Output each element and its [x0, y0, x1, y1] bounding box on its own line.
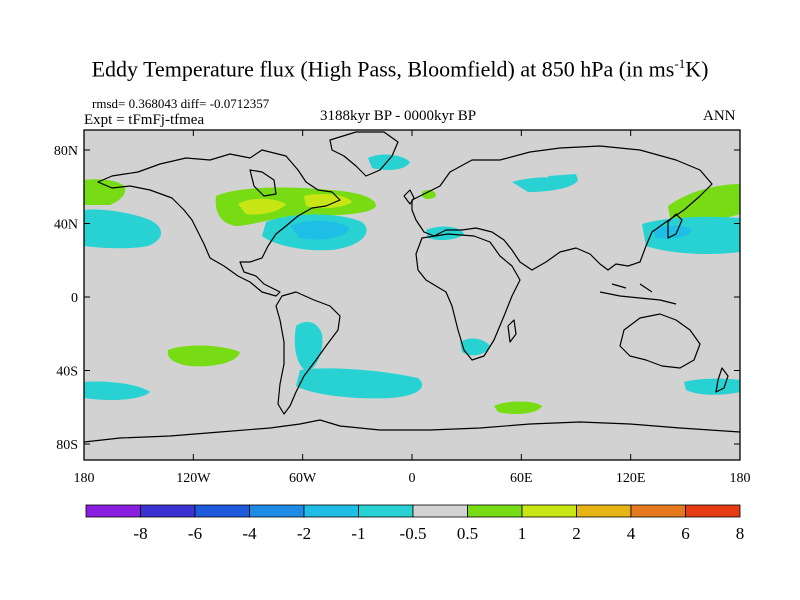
map-background: [84, 130, 740, 460]
north-america-yellow: [238, 194, 352, 215]
colorbar-box: [358, 504, 414, 518]
y-tick-label: 40N: [54, 218, 78, 233]
greenland-coast: [329, 131, 399, 177]
colorbar: -8 -6 -4 -2 -1 -0.5 0.5 1 2 4 6 8: [85, 504, 745, 543]
colorbar-label: -6: [188, 524, 202, 543]
coastlines: [84, 131, 740, 443]
southern-ocean-green: [494, 401, 542, 414]
colorbar-box: [303, 504, 359, 518]
northeast-asia-green: [668, 184, 740, 221]
colorbar-label: -1: [351, 524, 365, 543]
colorbar-label: 4: [627, 524, 636, 543]
barents-cyan: [512, 174, 578, 192]
colorbar-label: 6: [681, 524, 690, 543]
y-tick-label: 0: [71, 291, 78, 306]
colorbar-label: -4: [242, 524, 257, 543]
colorbar-label: -8: [133, 524, 147, 543]
x-tick-label: 120E: [616, 471, 646, 486]
x-tick-label: 180: [730, 471, 751, 486]
x-tick-label: 120W: [176, 471, 211, 486]
season-label: ANN: [703, 108, 736, 124]
rmsd-value: rmsd= 0.368043: [92, 96, 178, 111]
indonesia-coast: [599, 283, 677, 305]
colorbar-box: [630, 504, 686, 518]
northwest-pacific-blue: [652, 225, 692, 239]
plot-title: Eddy Temperature flux (High Pass, Bloomf…: [0, 56, 800, 82]
colorbar-box: [249, 504, 305, 518]
south-pacific-cyan: [84, 381, 150, 400]
x-tick-label: 60W: [289, 471, 317, 486]
experiment-label: Expt = tFmFj-tfmea: [84, 112, 205, 128]
colorbar-label: -0.5: [400, 524, 427, 543]
colorbar-box: [412, 504, 468, 518]
colorbar-box: [685, 504, 741, 518]
anomaly-regions: [84, 154, 740, 414]
japan-coast: [667, 213, 683, 239]
northeast-pacific-green: [84, 179, 126, 205]
hudson-bay-coast: [249, 169, 277, 197]
stats-line: rmsd= 0.368043 diff= -0.0712357: [92, 96, 269, 112]
x-tick-label: 0: [409, 471, 416, 486]
south-america-coast: [275, 291, 341, 415]
colorbar-box: [194, 504, 250, 518]
title-superscript: -1: [674, 56, 686, 71]
north-america-coast: [97, 149, 341, 297]
y-tick-label: 80N: [54, 144, 78, 159]
colorbar-box: [467, 504, 523, 518]
colorbar-box: [576, 504, 632, 518]
colorbar-label: 2: [572, 524, 581, 543]
eurasia-coast: [411, 145, 713, 271]
title-main: Eddy Temperature flux (High Pass, Bloomf…: [91, 56, 675, 82]
northwest-pacific-cyan: [642, 216, 740, 254]
colorbar-box: [140, 504, 196, 518]
north-atlantic-blue: [290, 220, 350, 240]
uk-coast: [403, 189, 415, 205]
new-zealand-coast: [715, 367, 729, 393]
axis-tick-labels: 180 120W 60W 0 60E 120E 180 80N 40N 0 40S 80S: [54, 144, 751, 486]
colorbar-label: -2: [297, 524, 311, 543]
x-tick-label: 180: [74, 471, 95, 486]
australia-coast: [619, 313, 701, 369]
colorbar-box: [85, 504, 141, 518]
scandinavia-green: [422, 189, 436, 199]
north-pacific-cyan: [84, 209, 162, 249]
south-america-cyan: [294, 321, 323, 372]
antarctica-coast: [84, 419, 740, 443]
y-tick-label: 40S: [56, 365, 78, 380]
period-label: 3188kyr BP - 0000kyr BP: [320, 108, 477, 124]
colorbar-label: 8: [736, 524, 745, 543]
south-atlantic-cyan: [296, 368, 423, 399]
africa-coast: [415, 233, 521, 361]
axis-ticks: [83, 130, 741, 460]
colorbar-box: [521, 504, 577, 518]
y-tick-label: 80S: [56, 438, 78, 453]
south-africa-cyan: [460, 338, 490, 356]
south-pacific-green: [167, 345, 240, 367]
x-tick-label: 60E: [510, 471, 533, 486]
colorbar-label: 0.5: [457, 524, 478, 543]
colorbar-label: 1: [518, 524, 527, 543]
labrador-cyan: [368, 154, 410, 170]
madagascar-coast: [507, 319, 517, 343]
title-suffix: K): [685, 56, 709, 82]
diff-value: diff= -0.0712357: [180, 96, 270, 111]
